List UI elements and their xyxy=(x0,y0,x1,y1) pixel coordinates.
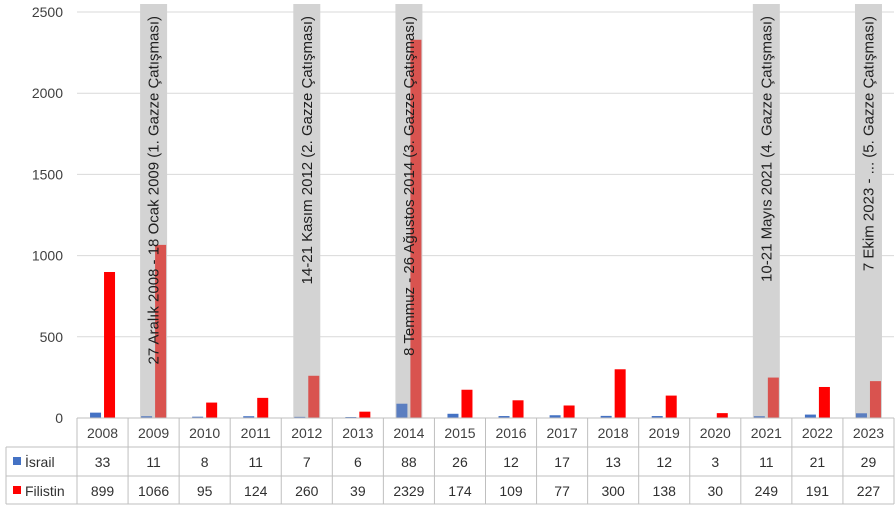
conflict-label: 27 Aralık 2008 - 18 Ocak 2009 (1. Gazze … xyxy=(146,16,163,365)
bar-israel xyxy=(549,415,561,418)
legend-key-palestine xyxy=(13,486,21,494)
legend-label-israel: İsrail xyxy=(25,453,55,470)
bar-palestine xyxy=(104,272,116,418)
table-cell: 8 xyxy=(201,454,209,470)
bar-palestine xyxy=(359,411,371,418)
bar-palestine xyxy=(665,395,677,418)
bar-israel xyxy=(447,413,459,418)
bar-palestine xyxy=(308,375,320,418)
conflict-band xyxy=(752,4,780,418)
conflict-label: 10-21 Mayıs 2021 (4. Gazze Çatışması) xyxy=(758,16,775,282)
bar-israel xyxy=(855,413,867,418)
table-cell: 21 xyxy=(810,454,826,470)
x-tick-label: 2023 xyxy=(853,425,884,441)
conflict-band xyxy=(293,4,321,418)
table-cell: 109 xyxy=(499,483,523,499)
bar-israel xyxy=(600,415,612,418)
table-cell: 227 xyxy=(857,483,881,499)
bar-palestine xyxy=(410,39,422,419)
bar-israel xyxy=(294,416,306,418)
table-cell: 26 xyxy=(452,454,468,470)
x-tick-label: 2017 xyxy=(547,425,578,441)
bar-palestine xyxy=(869,381,881,418)
y-tick-label: 0 xyxy=(55,410,63,426)
table-cell: 95 xyxy=(197,483,213,499)
bar-israel xyxy=(804,414,816,418)
table-cell: 12 xyxy=(656,454,672,470)
table-cell: 13 xyxy=(605,454,621,470)
x-tick-label: 2008 xyxy=(87,425,118,441)
table-cell: 138 xyxy=(653,483,677,499)
x-tick-label: 2019 xyxy=(649,425,680,441)
table-cell: 33 xyxy=(95,454,111,470)
bar-israel xyxy=(243,416,255,418)
table-cell: 77 xyxy=(554,483,570,499)
table-cell: 29 xyxy=(861,454,877,470)
table-cell: 17 xyxy=(554,454,570,470)
table-cell: 11 xyxy=(759,454,774,470)
table-cell: 191 xyxy=(806,483,830,499)
table-cell: 899 xyxy=(91,483,115,499)
x-tick-label: 2022 xyxy=(802,425,833,441)
bar-israel xyxy=(651,416,663,418)
conflict-label: 14-21 Kasım 2012 (2. Gazze Çatışması) xyxy=(299,16,316,284)
bar-israel xyxy=(396,403,408,418)
table-cell: 6 xyxy=(354,454,362,470)
conflict-label: 7 Ekim 2023 - ... (5. Gazze Çatışması) xyxy=(860,16,877,271)
bar-palestine xyxy=(512,400,524,418)
bar-palestine xyxy=(614,369,626,418)
y-tick-label: 1500 xyxy=(32,166,63,182)
table-cell: 2329 xyxy=(393,483,424,499)
bar-palestine xyxy=(563,405,575,418)
table-cell: 3 xyxy=(711,454,719,470)
y-tick-label: 2000 xyxy=(32,85,63,101)
x-tick-label: 2012 xyxy=(291,425,322,441)
conflict-band xyxy=(854,4,882,418)
x-tick-label: 2020 xyxy=(700,425,731,441)
y-tick-label: 2500 xyxy=(32,4,63,20)
table-cell: 12 xyxy=(503,454,519,470)
table-cell: 174 xyxy=(448,483,472,499)
bar-israel xyxy=(498,416,510,418)
table-cell: 30 xyxy=(707,483,723,499)
x-tick-label: 2011 xyxy=(241,425,271,441)
x-tick-label: 2015 xyxy=(444,425,475,441)
x-tick-label: 2009 xyxy=(138,425,169,441)
bar-israel xyxy=(90,412,102,418)
bar-palestine xyxy=(155,244,167,418)
table-cell: 1066 xyxy=(138,483,169,499)
bar-palestine xyxy=(206,402,218,418)
table-cell: 300 xyxy=(601,483,625,499)
legend-label-palestine: Filistin xyxy=(25,483,65,499)
y-tick-label: 1000 xyxy=(32,248,63,264)
table-cell: 88 xyxy=(401,454,417,470)
bar-palestine xyxy=(767,377,779,418)
y-tick-label: 500 xyxy=(40,329,64,345)
bar-palestine xyxy=(818,386,830,418)
table-cell: 124 xyxy=(244,483,268,499)
bar-palestine xyxy=(716,413,728,418)
x-tick-label: 2013 xyxy=(342,425,373,441)
bar-palestine xyxy=(257,397,269,418)
x-tick-label: 2016 xyxy=(495,425,526,441)
table-cell: 39 xyxy=(350,483,366,499)
table-cell: 7 xyxy=(303,454,311,470)
legend-key-israel xyxy=(13,457,21,465)
x-tick-label: 2021 xyxy=(751,425,782,441)
x-tick-label: 2010 xyxy=(189,425,220,441)
table-cell: 11 xyxy=(146,454,161,470)
table-cell: 249 xyxy=(755,483,779,499)
bar-palestine xyxy=(461,389,473,418)
bar-israel xyxy=(753,416,765,418)
table-cell: 11 xyxy=(248,454,263,470)
bar-israel xyxy=(141,416,153,418)
bar-israel xyxy=(192,416,204,418)
conflict-label: 8 Temmuz - 26 Ağustos 2014 (3. Gazze Çat… xyxy=(401,16,418,356)
x-tick-label: 2018 xyxy=(598,425,629,441)
table-cell: 260 xyxy=(295,483,319,499)
x-tick-label: 2014 xyxy=(393,425,424,441)
